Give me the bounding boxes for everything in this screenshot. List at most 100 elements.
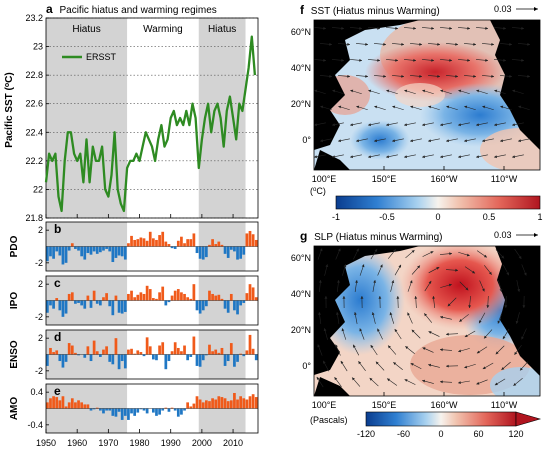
wind-vector-head: [314, 155, 317, 159]
panel-c-bar: [77, 300, 80, 303]
panel-e-bar: [164, 407, 168, 409]
wind-vector-head: [404, 379, 408, 382]
panel-b-bar: [67, 246, 71, 251]
panel-c-bar: [99, 300, 102, 306]
panel-f-lat-0: 60°N: [291, 27, 311, 37]
panel-e-bar: [173, 408, 177, 411]
panel-f-lat-3: 0°: [302, 135, 311, 145]
panel-c-bar: [183, 293, 186, 301]
wind-vector-head: [485, 26, 488, 30]
panel-e-ylabel: AMO: [9, 397, 20, 421]
regime-label-1: Warming: [143, 24, 183, 35]
panel-c-ytick-0: 2: [38, 279, 43, 289]
ytick-label-0: 21.8: [25, 213, 43, 223]
wind-vector-head: [353, 344, 356, 348]
panel-d-bar: [198, 354, 202, 367]
wind-vector-head: [446, 364, 449, 368]
xtick-label-1: 1960: [67, 438, 87, 448]
panel-c-bar: [173, 290, 177, 301]
wind-vector-head: [396, 296, 400, 299]
panel-d-bar: [205, 354, 208, 356]
panel-d-bar: [95, 351, 99, 355]
panel-e-bar: [248, 396, 252, 409]
index-bar-panels: 2 -2 b PDO 2 -2 c IPO 2 -2 d ENSO 0.4 -0.4 e AMO: [9, 221, 259, 434]
wind-vector-head: [521, 26, 524, 30]
wind-vector-head: [455, 268, 458, 272]
wind-vector-head: [473, 74, 476, 78]
panel-g-cbtick-1: -60: [397, 429, 410, 439]
wind-vector-head: [370, 345, 374, 348]
wind-vector-head: [358, 361, 362, 365]
panel-f-lon-0: 100°E: [312, 174, 337, 184]
panel-b-bar: [55, 246, 59, 252]
panel-b-bar: [74, 246, 77, 249]
wind-vector-head: [404, 155, 407, 159]
wind-vector-head: [458, 123, 461, 127]
panel-b-bar: [226, 246, 230, 258]
wind-vector-head: [523, 272, 527, 276]
wind-vector-head: [527, 74, 530, 78]
panel-b-bar: [92, 246, 96, 252]
xtick-label-5: 2000: [192, 438, 212, 448]
panel-f-cbtick-3: 0.5: [483, 212, 496, 222]
panel-f-cbtick-2: 0: [435, 212, 440, 222]
panel-b-bar: [183, 243, 186, 247]
panel-c-bar: [220, 298, 224, 301]
panel-e-bar: [220, 397, 224, 409]
panel-d-bar: [251, 348, 255, 355]
wind-vector-head: [422, 123, 425, 127]
wind-vector-head: [335, 344, 338, 348]
wind-vector-head: [404, 89, 408, 93]
panel-c-bar: [127, 293, 130, 301]
panel-e-bar: [145, 408, 149, 414]
panel-g-colorbar-label: (Pascals): [310, 415, 348, 425]
panel-g-cbtick-3: 60: [473, 429, 483, 439]
wind-vector-head: [464, 334, 468, 337]
panel-b-ylabel: PDO: [9, 235, 20, 257]
panel-c-bar: [164, 300, 168, 306]
wind-vector-head: [386, 155, 389, 159]
wind-vector-head: [431, 58, 434, 62]
panel-c-bar: [245, 293, 249, 301]
xtick-label-4: 1990: [161, 438, 181, 448]
wind-vector-head: [374, 248, 378, 252]
wind-vector-head: [440, 155, 443, 159]
panel-f-lon-1: 150°E: [372, 174, 397, 184]
panel-b-bar: [102, 246, 105, 251]
wind-vector-head: [449, 26, 452, 30]
panel-c-bar: [205, 300, 208, 307]
panel-a-letter: a: [46, 2, 53, 16]
panel-g-scale-arrowhead: [534, 233, 538, 237]
wind-vector-head: [332, 89, 336, 93]
wind-vector-head: [350, 155, 353, 159]
panel-c-bar: [145, 285, 149, 301]
ytick-label-2: 22.2: [25, 156, 43, 166]
ytick-label-7: 23.2: [25, 13, 43, 23]
panel-b-bar: [236, 246, 239, 260]
panel-f-cbtick-1: -0.5: [379, 212, 395, 222]
wind-vector-head: [513, 383, 517, 386]
panel-e-bar: [77, 400, 80, 409]
panel-b-bar: [164, 241, 168, 247]
panel-e-bar: [123, 408, 127, 416]
wind-vector-head: [518, 105, 522, 109]
panel-d-bar: [245, 350, 249, 355]
panel-b-ytick-0: 2: [38, 225, 43, 235]
wind-vector-head: [436, 267, 440, 270]
panel-b-bar: [148, 231, 152, 247]
panel-g-letter: g: [300, 229, 307, 243]
panel-b-bar: [136, 239, 140, 247]
wind-vector-head: [527, 42, 530, 46]
wind-vector-head: [377, 26, 380, 30]
panel-b-bar: [167, 244, 171, 247]
panel-e-bar: [186, 402, 190, 409]
wind-vector-head: [347, 74, 350, 78]
wind-vector-head: [522, 305, 526, 308]
panel-d-bar: [92, 340, 96, 355]
panel-e-bar: [189, 406, 193, 409]
panel-c-bar: [236, 300, 239, 315]
panel-e-bar: [233, 392, 236, 409]
panel-g-title-text: SLP (Hiatus minus Warming): [314, 232, 442, 243]
wind-vector-head: [391, 280, 395, 284]
